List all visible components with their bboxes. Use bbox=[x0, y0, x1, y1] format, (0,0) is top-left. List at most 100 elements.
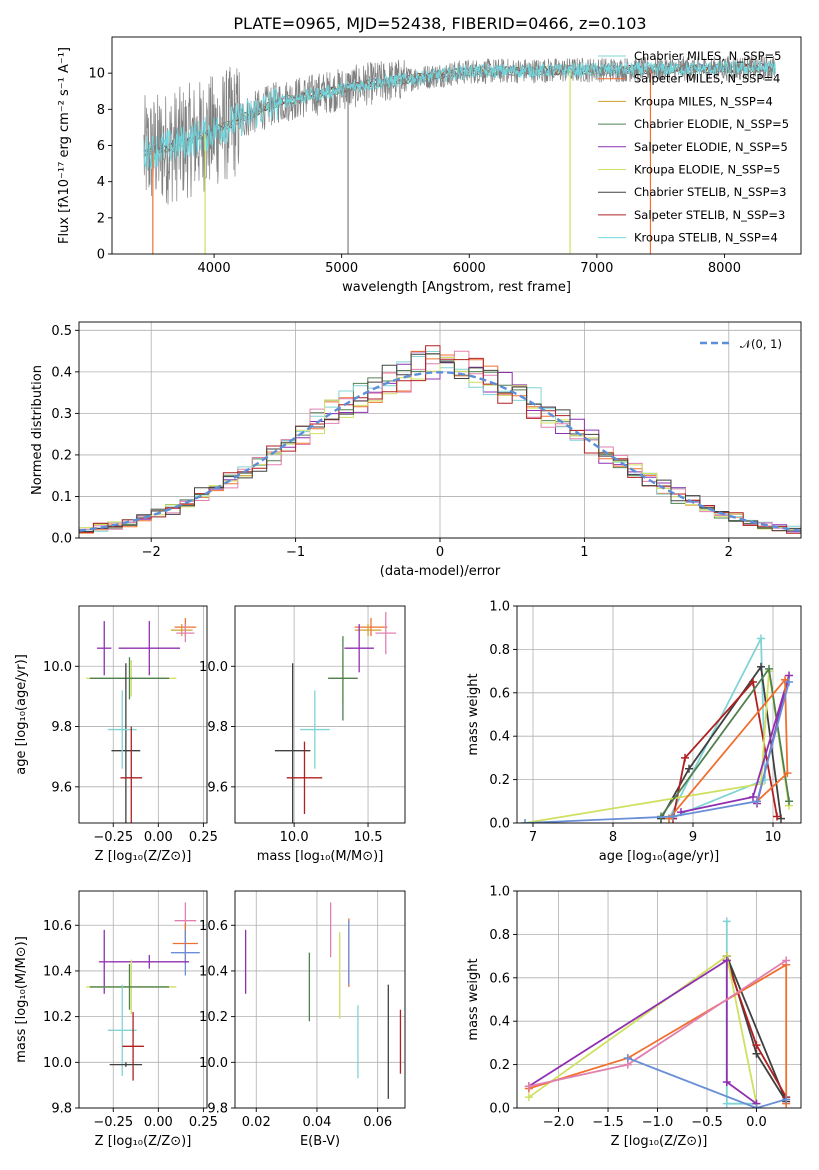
legend-label: Salpeter MILES, N_SSP=4 bbox=[634, 72, 780, 86]
mass-weight-series bbox=[521, 677, 793, 823]
y-tick-label: 0.4 bbox=[489, 730, 510, 745]
y-tick-label: 10.6 bbox=[43, 919, 72, 934]
plus-marker bbox=[782, 956, 791, 965]
massweight-vs-Z-marks bbox=[524, 917, 791, 1108]
plus-marker bbox=[785, 677, 793, 686]
y-tick-label: 0.6 bbox=[489, 971, 510, 986]
errorbar-point bbox=[118, 621, 180, 676]
y-axis-label: mass weight bbox=[466, 673, 481, 755]
x-tick-label: −0.5 bbox=[691, 1115, 723, 1130]
x-tick-label: 2 bbox=[725, 545, 733, 560]
errorbar-point bbox=[111, 663, 141, 823]
x-tick-label: −1.5 bbox=[592, 1115, 624, 1130]
histogram-step bbox=[79, 353, 801, 532]
y-tick-label: 1.0 bbox=[489, 600, 510, 615]
errorbar-point bbox=[170, 929, 200, 976]
axes-frame bbox=[78, 890, 208, 1109]
y-tick-label: 0.2 bbox=[489, 773, 510, 788]
x-tick-label: 0.25 bbox=[189, 1115, 218, 1130]
y-axis-label: age [log₁₀(age/yr)] bbox=[14, 654, 29, 775]
legend-label: Salpeter ELODIE, N_SSP=5 bbox=[634, 140, 788, 154]
x-tick-label: 0.0 bbox=[746, 1115, 767, 1130]
plus-marker bbox=[752, 1041, 761, 1050]
x-tick-label: 0.04 bbox=[302, 1115, 331, 1130]
plus-marker bbox=[752, 1104, 761, 1108]
histogram-step bbox=[79, 345, 801, 534]
y-tick-label: 0.0 bbox=[489, 817, 510, 832]
x-tick-label: 7 bbox=[529, 830, 537, 845]
errorbar-point bbox=[170, 624, 193, 637]
residuals-marks bbox=[79, 345, 801, 534]
mass-weight-series bbox=[524, 956, 761, 1108]
y-tick-label: 9.8 bbox=[207, 720, 228, 735]
errorbar-point bbox=[344, 624, 374, 673]
y-axis-label: mass weight bbox=[466, 958, 481, 1040]
y-tick-label: 10 bbox=[88, 67, 105, 82]
series-line bbox=[528, 954, 758, 1104]
x-tick-label: 0.00 bbox=[144, 1115, 173, 1130]
x-axis-label: wavelength [Angstrom, rest frame] bbox=[342, 280, 571, 295]
errorbar-point bbox=[120, 726, 143, 823]
y-tick-label: 0.2 bbox=[489, 1058, 510, 1073]
y-tick-label: 9.8 bbox=[51, 720, 72, 735]
plus-marker bbox=[521, 819, 529, 823]
axes-frame bbox=[516, 605, 802, 824]
errorbar-point bbox=[375, 612, 397, 655]
errorbar-point bbox=[354, 618, 388, 637]
spectrum-marks bbox=[143, 55, 776, 254]
axes-frame bbox=[516, 890, 802, 1109]
plus-marker bbox=[722, 1099, 731, 1108]
x-axis-label: age [log₁₀(age/yr)] bbox=[599, 849, 720, 864]
legend-label: Chabrier STELIB, N_SSP=3 bbox=[634, 185, 786, 199]
plus-marker bbox=[722, 956, 731, 965]
errorbar-point bbox=[107, 984, 137, 1077]
series-line bbox=[528, 958, 758, 1105]
errorbar-point bbox=[97, 621, 112, 676]
age-vs-mass-marks bbox=[274, 612, 397, 823]
errorbar-point bbox=[286, 741, 323, 814]
errorbar-point bbox=[122, 1012, 144, 1081]
normal-curve bbox=[79, 371, 801, 532]
legend-label: 𝒩(0, 1) bbox=[740, 337, 782, 351]
x-axis-label: mass [log₁₀(M/M⊙)] bbox=[257, 849, 384, 864]
y-tick-label: 0 bbox=[97, 248, 105, 263]
plus-marker bbox=[685, 764, 693, 773]
plus-marker bbox=[765, 664, 773, 673]
errorbar-point bbox=[89, 964, 170, 1010]
x-tick-label: −0.25 bbox=[93, 1115, 133, 1130]
series-line bbox=[725, 921, 757, 1105]
y-tick-label: 8 bbox=[97, 103, 105, 118]
x-axis-label: Z [log₁₀(Z/Z⊙)] bbox=[611, 1134, 708, 1149]
errorbar-point bbox=[109, 954, 189, 969]
x-tick-label: 0 bbox=[436, 545, 444, 560]
plus-marker bbox=[757, 634, 765, 643]
age-vs-Z-marks bbox=[86, 618, 197, 823]
series-line bbox=[627, 1057, 787, 1108]
y-axis-label: Flux [fλ10⁻¹⁷ erg cm⁻² s⁻¹ A⁻¹] bbox=[57, 47, 72, 244]
plus-marker bbox=[623, 1054, 632, 1063]
x-tick-label: 0.02 bbox=[242, 1115, 271, 1130]
x-tick-label: 7000 bbox=[580, 261, 613, 276]
errorbar-point bbox=[98, 929, 110, 994]
y-tick-label: 10.2 bbox=[43, 1010, 72, 1025]
plus-marker bbox=[782, 1095, 791, 1104]
series-line bbox=[524, 670, 790, 823]
massweight-vs-Z-panel: −2.0 −1.5 −1.0 −0.5 0.0 0.0 0.2 0.4 0.6 0.8 1.0 Z [… bbox=[466, 885, 802, 1149]
y-tick-label: 10.4 bbox=[43, 964, 72, 979]
y-tick-label: 0.0 bbox=[489, 1102, 510, 1117]
y-tick-label: 0.6 bbox=[489, 686, 510, 701]
y-tick-label: 0.4 bbox=[489, 1015, 510, 1030]
y-tick-label: 4 bbox=[97, 175, 105, 190]
mass-weight-series bbox=[623, 1054, 791, 1108]
model-spectrum-line bbox=[143, 60, 776, 170]
x-tick-label: 5000 bbox=[325, 261, 358, 276]
errorbar-point bbox=[176, 624, 195, 643]
legend-label: Kroupa MILES, N_SSP=4 bbox=[634, 94, 773, 108]
mass-vs-Z-marks bbox=[86, 902, 200, 1081]
spectrum-panel: 4000 5000 6000 7000 8000 0 2 4 6 8 10 wavelength [A… bbox=[57, 14, 802, 295]
plus-marker bbox=[749, 792, 757, 801]
plus-marker bbox=[783, 769, 792, 778]
y-tick-label: 10.0 bbox=[199, 1056, 228, 1071]
mass-vs-Z-panel: −0.25 0.00 0.25 9.8 10.0 10.2 10.4 10.6 Z [log₁₀… bbox=[14, 890, 218, 1149]
mass-weight-series bbox=[524, 952, 761, 1108]
